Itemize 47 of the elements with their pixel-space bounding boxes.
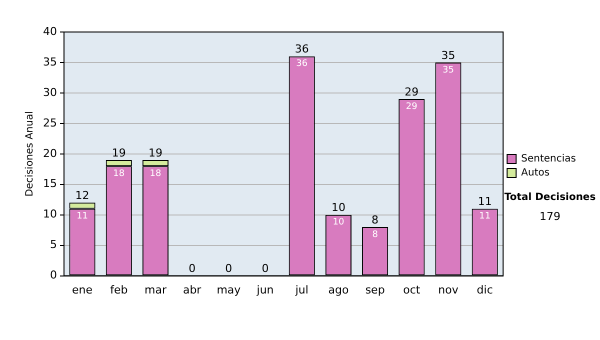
- total-label: 10: [331, 201, 346, 214]
- y-tick-label: 35: [42, 55, 57, 68]
- y-tick-label: 30: [42, 86, 57, 99]
- x-tick-label: jul: [294, 283, 308, 296]
- data-label: 11: [76, 212, 88, 222]
- x-tick-label: nov: [438, 283, 459, 296]
- x-tick-label: may: [216, 283, 242, 296]
- total-label: 0: [188, 262, 196, 276]
- text: Total Decisiones: [503, 192, 597, 203]
- y-tick-label: 15: [42, 177, 57, 190]
- y-tick-label: 5: [50, 238, 57, 252]
- x-tick-label: ago: [328, 283, 349, 296]
- total-label: 35: [441, 48, 456, 62]
- y-tick-label: 0: [50, 268, 57, 282]
- legend-label: Sentencias: [521, 154, 576, 165]
- x-tick-label: sep: [365, 283, 385, 296]
- total-label: 12: [75, 189, 90, 202]
- text: 179: [538, 210, 562, 223]
- x-tick-label: abr: [182, 283, 202, 296]
- total-label: 0: [225, 262, 232, 276]
- data-label: 18: [113, 168, 125, 179]
- x-tick-label: oct: [403, 283, 421, 296]
- data-label: 36: [296, 59, 308, 70]
- y-tick-label: 40: [42, 24, 57, 38]
- data-label: 10: [332, 218, 344, 228]
- total-label: 11: [478, 195, 492, 208]
- total-label: 8: [372, 213, 379, 226]
- y-axis-title: Decisiones Anual: [24, 111, 36, 197]
- total-label: 36: [294, 42, 309, 56]
- x-tick-label: dic: [476, 283, 493, 296]
- y-tick-label: 25: [42, 116, 57, 130]
- x-tick-label: mar: [144, 283, 167, 296]
- data-label: 8: [372, 230, 378, 240]
- y-tick-label: 10: [42, 208, 57, 221]
- total-label: 19: [148, 146, 162, 160]
- data-label: 29: [406, 102, 418, 112]
- x-tick-label: ene: [72, 283, 93, 296]
- data-label: 11: [479, 212, 491, 222]
- data-label: 35: [442, 65, 454, 76]
- total-label: 19: [112, 146, 126, 160]
- y-tick-label: 20: [42, 146, 57, 160]
- legend-label: Autos: [521, 168, 550, 179]
- total-label: 29: [404, 85, 419, 98]
- x-tick-label: feb: [110, 283, 128, 296]
- data-label: 18: [150, 168, 162, 179]
- total-label: 0: [262, 262, 269, 276]
- x-tick-label: jun: [256, 283, 274, 296]
